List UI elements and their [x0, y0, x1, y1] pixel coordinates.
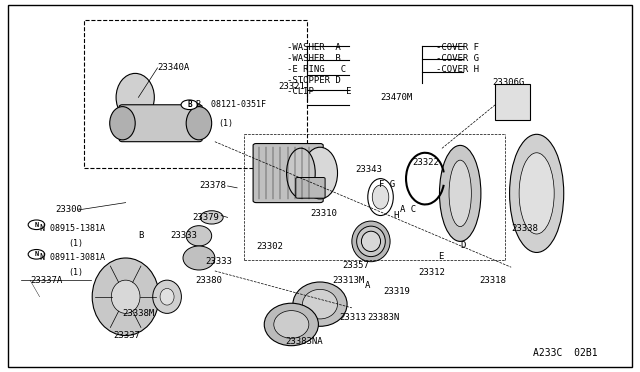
Ellipse shape [153, 280, 181, 313]
Ellipse shape [116, 73, 154, 121]
Text: -E RING   C: -E RING C [287, 65, 346, 74]
Text: E: E [438, 251, 444, 261]
Text: N 08911-3081A: N 08911-3081A [40, 253, 104, 263]
FancyBboxPatch shape [119, 105, 202, 142]
Text: N: N [35, 222, 38, 228]
FancyBboxPatch shape [253, 144, 323, 203]
Text: A C: A C [399, 205, 416, 215]
Text: 23470M: 23470M [381, 93, 413, 102]
Text: (1): (1) [68, 268, 83, 277]
Text: B: B [187, 100, 192, 109]
Text: 23357: 23357 [342, 261, 369, 270]
Ellipse shape [293, 282, 347, 326]
Text: F G: F G [379, 180, 395, 189]
Text: (1): (1) [68, 239, 83, 248]
Text: 23333: 23333 [205, 257, 232, 266]
Text: 23337: 23337 [113, 331, 140, 340]
Text: 23300: 23300 [56, 205, 83, 215]
Text: 23319: 23319 [384, 287, 411, 296]
Ellipse shape [264, 303, 319, 346]
Text: 23379: 23379 [193, 213, 220, 222]
Text: -COVER H: -COVER H [436, 65, 479, 74]
Text: (1): (1) [218, 119, 233, 128]
Ellipse shape [372, 185, 389, 209]
Ellipse shape [509, 134, 564, 253]
Ellipse shape [519, 153, 554, 234]
Text: 23302: 23302 [256, 243, 283, 251]
Circle shape [200, 211, 223, 224]
Ellipse shape [303, 289, 337, 319]
Bar [84, 20, 307, 167]
Ellipse shape [109, 107, 135, 140]
Ellipse shape [287, 148, 316, 198]
Ellipse shape [186, 107, 212, 140]
Text: 23380: 23380 [196, 276, 223, 285]
FancyBboxPatch shape [296, 177, 325, 198]
Text: 23383NA: 23383NA [285, 337, 323, 346]
Ellipse shape [356, 226, 385, 257]
Text: 23333: 23333 [170, 231, 197, 240]
Text: B  08121-0351F: B 08121-0351F [196, 100, 266, 109]
Text: 23313: 23313 [339, 312, 366, 321]
Ellipse shape [160, 288, 174, 305]
Text: 23310: 23310 [310, 209, 337, 218]
Ellipse shape [186, 226, 212, 246]
Bar [495, 84, 531, 119]
Text: 23378: 23378 [199, 182, 226, 190]
Text: A233C  02B1: A233C 02B1 [534, 348, 598, 358]
Ellipse shape [303, 147, 337, 199]
Text: H: H [394, 211, 399, 220]
Ellipse shape [449, 160, 471, 227]
Text: 23383N: 23383N [368, 312, 400, 321]
Text: -CLIP      E: -CLIP E [287, 87, 351, 96]
Text: 23321: 23321 [278, 82, 305, 91]
Text: -COVER G: -COVER G [436, 54, 479, 63]
Text: -COVER F: -COVER F [436, 43, 479, 52]
Text: 23338M: 23338M [122, 309, 155, 318]
Text: A: A [365, 281, 370, 290]
Text: 23313M: 23313M [333, 276, 365, 285]
Ellipse shape [111, 280, 140, 313]
Text: 23337A: 23337A [30, 276, 62, 285]
Text: 23340A: 23340A [157, 63, 189, 72]
Text: 23312: 23312 [419, 268, 445, 277]
Ellipse shape [92, 258, 159, 336]
Text: -WASHER  A: -WASHER A [287, 43, 340, 52]
Text: 23343: 23343 [355, 165, 382, 174]
Text: -WASHER  B: -WASHER B [287, 54, 340, 63]
Text: B: B [138, 231, 144, 240]
Ellipse shape [274, 311, 309, 338]
Circle shape [28, 220, 45, 230]
Circle shape [181, 100, 198, 110]
Ellipse shape [362, 231, 381, 251]
Ellipse shape [183, 246, 215, 270]
Text: -STOPPER D: -STOPPER D [287, 76, 340, 85]
Text: 23306G: 23306G [492, 78, 524, 87]
Text: 23338: 23338 [511, 224, 538, 233]
Text: 23322: 23322 [412, 157, 439, 167]
Text: N: N [35, 251, 38, 257]
Ellipse shape [440, 145, 481, 241]
Text: 23318: 23318 [479, 276, 506, 285]
Text: D: D [460, 241, 465, 250]
Circle shape [28, 250, 45, 259]
Ellipse shape [352, 221, 390, 262]
Text: N 08915-1381A: N 08915-1381A [40, 224, 104, 233]
